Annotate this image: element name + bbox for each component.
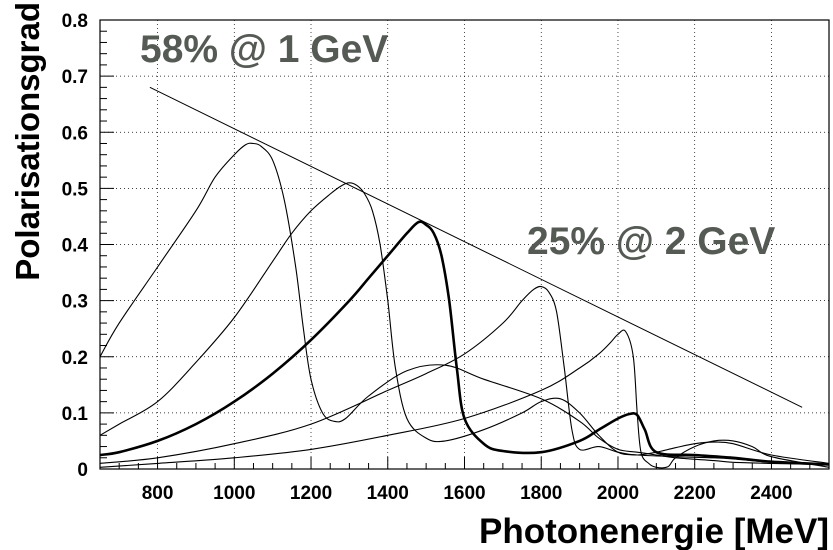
x-tick-label: 1800 xyxy=(520,483,562,504)
y-tick-label: 0.8 xyxy=(62,11,88,32)
x-axis-ticks: 800 1000 1200 1400 1600 1800 2000 2200 2400 xyxy=(118,457,811,504)
y-tick-label: 0.5 xyxy=(62,179,89,200)
grid-lines xyxy=(100,20,829,469)
y-tick-label: 0.6 xyxy=(62,123,88,144)
x-tick-label: 1000 xyxy=(213,483,255,504)
y-axis-ticks: 0 0.1 0.2 0.3 0.4 0.5 0.6 0.7 0.8 xyxy=(62,11,114,481)
x-tick-label: 1200 xyxy=(290,483,332,504)
x-tick-label: 800 xyxy=(142,483,174,504)
x-tick-label: 1600 xyxy=(443,483,485,504)
x-axis-title: Photonenergie [MeV] xyxy=(479,512,829,550)
y-tick-label: 0.3 xyxy=(62,292,88,313)
y-tick-label: 0.7 xyxy=(62,67,88,88)
x-tick-label: 2200 xyxy=(674,483,716,504)
polarization-curve-1 xyxy=(99,142,830,466)
y-tick-label: 0.4 xyxy=(62,236,89,257)
polarization-curve-3 xyxy=(99,220,830,466)
annotation-1gev: 58% @ 1 GeV xyxy=(140,28,388,71)
x-tick-label: 1400 xyxy=(367,483,409,504)
y-tick-label: 0.1 xyxy=(62,404,89,425)
y-tick-label: 0 xyxy=(77,460,88,481)
polarization-curve-5 xyxy=(99,329,830,469)
annotation-2gev: 25% @ 2 GeV xyxy=(527,220,775,263)
y-axis-title: Polarisationsgrad xyxy=(9,2,46,281)
series-curves xyxy=(99,86,830,469)
polarization-curve-4 xyxy=(99,285,830,464)
envelope-line xyxy=(149,86,803,408)
y-tick-label: 0.2 xyxy=(62,348,88,369)
x-tick-label: 2000 xyxy=(597,483,639,504)
x-tick-label: 2400 xyxy=(750,483,792,504)
